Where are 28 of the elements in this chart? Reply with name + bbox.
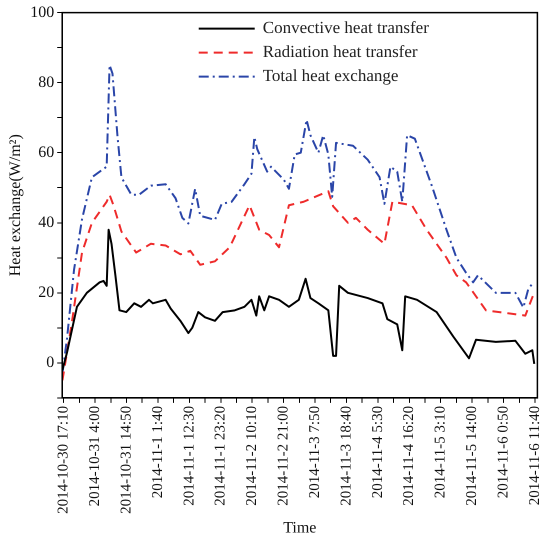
x-tick-label: 2014-11-1 1:40 [150, 406, 166, 498]
x-tick-label: 2014-11-5 3:10 [432, 406, 449, 498]
y-tick-label: 20 [38, 284, 54, 302]
y-tick-label: 80 [38, 74, 54, 91]
x-tick-label: 2014-11-1 12:30 [181, 406, 198, 506]
y-tick-label: 60 [38, 144, 54, 161]
x-tick-label: 2014-11-4 16:20 [401, 406, 418, 506]
x-tick-label: 2014-10-30 17:10 [56, 406, 72, 514]
y-tick-label: 40 [38, 214, 54, 231]
x-tick-label: 2014-11-5 14:00 [464, 406, 480, 506]
x-tick-label: 2014-10-31 4:00 [87, 406, 104, 506]
x-axis-title: Time [283, 520, 316, 537]
y-axis-title: Heat exchange(W/m²) [6, 134, 24, 276]
x-tick-label: 2014-11-2 21:00 [276, 406, 292, 506]
x-tick-label: 2014-11-2 10:10 [244, 406, 260, 506]
y-tick-label: 0 [46, 354, 54, 372]
x-tick-label: 2014-11-3 18:40 [338, 406, 354, 506]
legend-label: Total heat exchange [262, 66, 398, 86]
x-tick-label: 2014-11-6 0:50 [495, 406, 512, 498]
legend-label: Convective heat transfer [262, 18, 430, 38]
y-tick-label: 100 [30, 4, 54, 21]
legend-label: Radiation heat transfer [262, 42, 418, 62]
x-tick-label: 2014-11-1 23:20 [212, 406, 229, 506]
x-tick-label: 2014-11-6 11:40 [526, 406, 543, 506]
line-series [62, 64, 534, 374]
x-tick-label: 2014-11-3 7:50 [306, 406, 323, 498]
x-tick-label: 2014-10-31 14:50 [118, 406, 134, 514]
x-tick-label: 2014-11-4 5:30 [370, 406, 386, 498]
